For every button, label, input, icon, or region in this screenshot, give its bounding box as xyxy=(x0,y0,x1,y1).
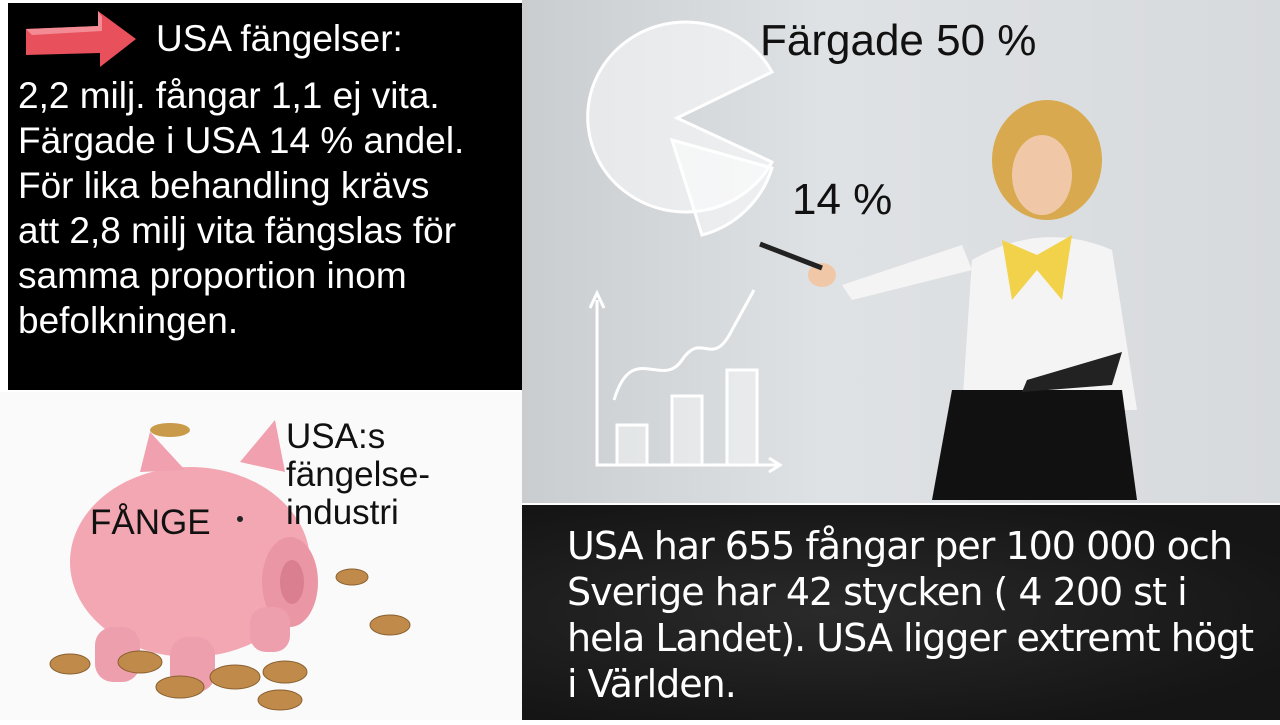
fange-label: FÅNGE xyxy=(90,503,211,542)
colored-14-label: 14 % xyxy=(792,175,893,224)
red-arrow-icon xyxy=(26,11,136,67)
industry-label: USA:s fängelse- industri xyxy=(286,417,430,532)
panel-body: 2,2 milj. fångar 1,1 ej vita. Färgade i … xyxy=(18,75,465,341)
piggy-bank-illustration xyxy=(49,420,411,711)
prison-facts-panel: USA fängelser: 2,2 milj. fångar 1,1 ej v… xyxy=(8,3,522,390)
chalkboard-panel: USA har 655 fångar per 100 000 och Sveri… xyxy=(522,505,1280,720)
sketch-illustration xyxy=(586,20,1137,500)
chalkboard-text: USA har 655 fångar per 100 000 och Sveri… xyxy=(567,524,1254,706)
panel-title: USA fängelser: xyxy=(156,18,403,59)
presenter-photo: Färgade 50 % 14 % xyxy=(522,0,1280,503)
colored-50-label: Färgade 50 % xyxy=(760,16,1037,65)
presenter xyxy=(759,100,1137,500)
piggy-bank-image: FÅNGE USA:s fängelse- industri xyxy=(0,392,522,720)
